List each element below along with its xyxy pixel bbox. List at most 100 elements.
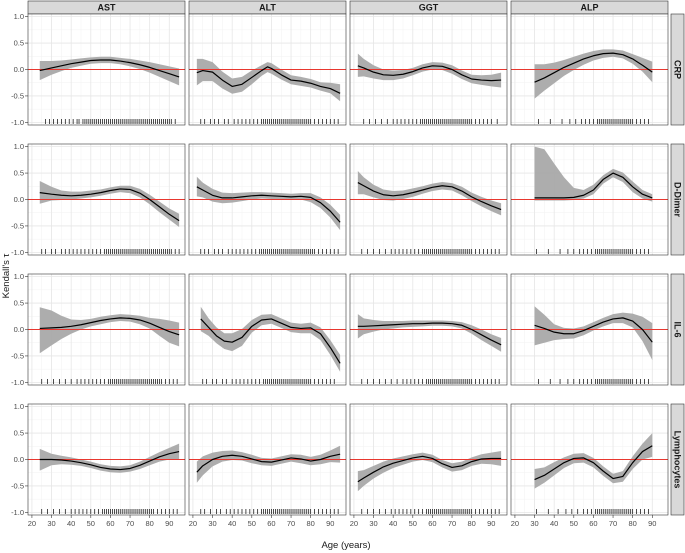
- panel-border: [510, 13, 669, 126]
- confidence-band: [357, 170, 502, 216]
- panel-crp-alt: [188, 13, 347, 126]
- smooth-line: [196, 66, 341, 94]
- x-tick-label: 60: [106, 519, 114, 528]
- smooth-line: [39, 450, 180, 471]
- y-tick-label: -1.0: [11, 118, 24, 127]
- row-strip-d-dimer: [670, 143, 685, 256]
- column-strip-label-alt: ALT: [259, 3, 276, 13]
- confidence-band: [196, 58, 341, 102]
- y-tick-label: 1.0: [14, 142, 24, 151]
- panel-il-6-alp: [510, 273, 669, 386]
- row-strip-label-d-dimer: D-Dimer: [673, 182, 683, 218]
- x-tick-label: 50: [409, 519, 417, 528]
- column-strip-label-ast: AST: [98, 3, 117, 13]
- smooth-line: [196, 453, 341, 473]
- panels-layer: AST ALT GGT ALP CRP D-Dimer IL-6 Lymphocytes -1.…: [11, 0, 685, 528]
- y-tick-label: -1.0: [11, 378, 24, 387]
- smooth-line: [39, 188, 180, 222]
- panel-lymphocytes-ggt: 20 30 40 50 60 70 80 90: [349, 403, 508, 528]
- y-tick-label: -1.0: [11, 508, 24, 517]
- panel-d-dimer-ggt: [349, 143, 508, 256]
- x-tick-label: 60: [267, 519, 275, 528]
- y-tick-label: -1.0: [11, 248, 24, 257]
- y-tick-label: 0.0: [14, 325, 24, 334]
- y-tick-label: 1.0: [14, 12, 24, 21]
- panel-crp-alp: [510, 13, 669, 126]
- confidence-band: [534, 433, 653, 489]
- y-tick-label: 0.5: [14, 39, 24, 48]
- y-tick-label: -0.5: [11, 92, 24, 101]
- smooth-line: [534, 317, 653, 343]
- smooth-line: [200, 318, 341, 364]
- x-tick-label: 80: [468, 519, 476, 528]
- panel-border: [510, 143, 669, 256]
- panel-d-dimer-alt: [188, 143, 347, 256]
- x-tick-label: 30: [47, 519, 55, 528]
- y-tick-label: 0.0: [14, 65, 24, 74]
- x-tick-label: 50: [248, 519, 256, 528]
- panel-border: [349, 273, 508, 386]
- x-tick-label: 40: [228, 519, 236, 528]
- panel-il-6-ggt: [349, 273, 508, 386]
- column-strip-label-alp: ALP: [581, 3, 599, 13]
- smooth-line: [357, 322, 502, 346]
- row-strip-label-crp: CRP: [673, 60, 683, 79]
- x-tick-label: 70: [609, 519, 617, 528]
- panel-crp-ast: -1.0 -0.5 0.0 0.5 1.0: [11, 12, 186, 127]
- x-tick-label: 80: [629, 519, 637, 528]
- confidence-band: [39, 181, 180, 227]
- panel-il-6-alt: [188, 273, 347, 386]
- smooth-line: [357, 65, 502, 82]
- smooth-line: [357, 182, 502, 211]
- x-tick-label: 30: [369, 519, 377, 528]
- confidence-band: [534, 146, 653, 202]
- y-tick-label: -0.5: [11, 482, 24, 491]
- x-tick-label: 80: [307, 519, 315, 528]
- panel-border: [510, 273, 669, 386]
- y-tick-label: -0.5: [11, 352, 24, 361]
- smooth-line: [196, 186, 341, 223]
- panel-d-dimer-ast: -1.0 -0.5 0.0 0.5 1.0: [11, 142, 186, 257]
- panel-lymphocytes-alp: 20 30 40 50 60 70 80 90: [510, 403, 669, 528]
- x-tick-label: 50: [570, 519, 578, 528]
- panel-d-dimer-alp: [510, 143, 669, 256]
- x-tick-label: 70: [448, 519, 456, 528]
- panel-border: [188, 273, 347, 386]
- x-axis-title: Age (years): [321, 540, 370, 551]
- confidence-band: [39, 307, 180, 354]
- y-tick-label: 1.0: [14, 272, 24, 281]
- x-tick-label: 80: [146, 519, 154, 528]
- smooth-line: [39, 317, 180, 336]
- x-tick-label: 30: [208, 519, 216, 528]
- column-strip-label-ggt: GGT: [419, 3, 439, 13]
- y-tick-label: 0.5: [14, 169, 24, 178]
- smooth-line: [534, 445, 653, 481]
- x-tick-label: 60: [428, 519, 436, 528]
- panel-lymphocytes-alt: 20 30 40 50 60 70 80 90: [188, 403, 347, 528]
- x-tick-label: 50: [87, 519, 95, 528]
- panel-border: [349, 143, 508, 256]
- panel-border: [510, 403, 669, 516]
- confidence-band: [200, 306, 341, 372]
- confidence-band: [357, 53, 502, 88]
- x-tick-label: 30: [530, 519, 538, 528]
- y-tick-label: -0.5: [11, 222, 24, 231]
- x-tick-label: 20: [28, 519, 36, 528]
- x-tick-label: 40: [550, 519, 558, 528]
- row-strip-il-6: [670, 273, 685, 386]
- panel-border: [188, 13, 347, 126]
- x-tick-label: 70: [126, 519, 134, 528]
- y-tick-label: 0.5: [14, 429, 24, 438]
- panel-border: [188, 403, 347, 516]
- panel-crp-ggt: [349, 13, 508, 126]
- row-strip-label-il-6: IL-6: [673, 321, 683, 337]
- panel-border: [349, 13, 508, 126]
- smooth-line: [534, 52, 653, 83]
- x-tick-label: 40: [389, 519, 397, 528]
- confidence-band: [534, 306, 653, 361]
- panel-lymphocytes-ast: -1.0 -0.5 0.0 0.5 1.0 20 30 40 50 60 70 80 90: [11, 402, 186, 528]
- panel-border: [188, 143, 347, 256]
- smooth-line: [357, 455, 502, 483]
- smooth-line: [534, 172, 653, 199]
